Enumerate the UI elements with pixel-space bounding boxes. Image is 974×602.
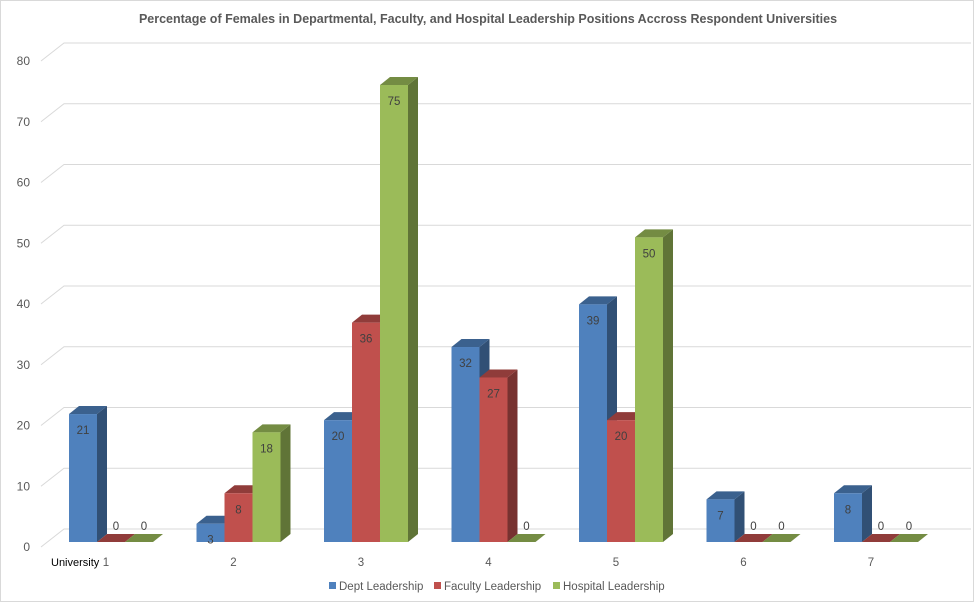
x-tick-label: 3 [358,557,364,569]
bar [607,420,635,542]
bar-side [663,229,673,543]
gridline [40,346,971,366]
bar-side [408,77,418,542]
data-label: 39 [587,315,600,327]
gridline [40,224,971,244]
bar-top [734,534,773,542]
bar-top [834,485,872,494]
data-label: 0 [113,521,119,533]
bar [252,432,281,542]
bar-top [97,534,135,542]
bar-top [706,491,745,500]
legend-swatch [329,582,336,589]
gridline [40,42,971,62]
x-tick-label: 1 [103,557,109,569]
bar [380,85,408,542]
bar-side [507,369,518,542]
bar-top [635,229,673,238]
bar [352,322,380,542]
bar [706,499,735,542]
bar [451,347,480,542]
legend-label: Hospital Leadership [563,581,665,593]
data-label: 75 [388,96,401,108]
gridline [40,103,971,123]
y-tick-label: 30 [17,358,31,372]
bar [324,420,352,542]
legend-swatch [553,582,560,589]
data-label: 0 [778,521,784,533]
x-tick-label: 2 [230,557,236,569]
x-tick-label: 6 [740,557,746,569]
y-tick-label: 10 [17,479,31,493]
legend-label: Dept Leadership [339,581,423,593]
legend-swatch [434,582,441,589]
bar [635,237,663,543]
data-label: 36 [360,334,373,346]
data-label: 27 [487,388,500,400]
bar-top [69,406,107,415]
y-tick-label: 60 [17,176,31,190]
bar-top [125,534,163,542]
bar-side [734,491,745,542]
x-axis-label: University [51,557,100,569]
data-label: 50 [643,248,656,260]
bar [69,414,97,542]
gridline [40,164,971,183]
bar-top [252,424,291,433]
legend-label: Faculty Leadership [444,581,541,593]
data-label: 18 [260,443,273,455]
data-label: 0 [878,521,884,533]
data-label: 7 [717,510,723,522]
data-label: 0 [906,521,912,533]
bar-top [762,534,801,542]
bar-top [507,534,546,542]
data-label: 20 [615,431,628,443]
chart-title: Percentage of Females in Departmental, F… [139,12,837,26]
x-tick-label: 7 [868,557,874,569]
y-tick-label: 40 [17,297,31,311]
bar-top [862,534,900,542]
data-label: 0 [523,521,529,533]
bar [196,523,225,542]
bar [579,304,607,542]
data-label: 8 [235,504,241,516]
y-tick-label: 0 [23,540,30,554]
y-tick-label: 70 [17,115,31,129]
bar-top [380,77,418,85]
data-label: 8 [845,504,851,516]
bar-top [890,534,928,542]
data-label: 32 [459,358,472,370]
gridline [40,285,971,305]
bar-side [97,406,107,542]
y-tick-label: 80 [17,54,31,68]
data-label: 0 [750,521,756,533]
bar-side [862,485,872,542]
y-tick-label: 20 [17,419,31,433]
x-tick-label: 5 [613,557,619,569]
data-label: 3 [207,535,213,547]
x-tick-label: 4 [485,557,492,569]
bar-side [280,424,291,542]
bar-top [579,296,617,305]
bar-top [479,369,518,378]
bar [224,493,253,542]
data-label: 21 [77,425,90,437]
bar-top [451,339,490,348]
bar [834,493,862,542]
data-label: 0 [141,521,147,533]
bar [479,377,508,542]
data-label: 20 [332,431,345,443]
y-tick-label: 50 [17,236,31,250]
